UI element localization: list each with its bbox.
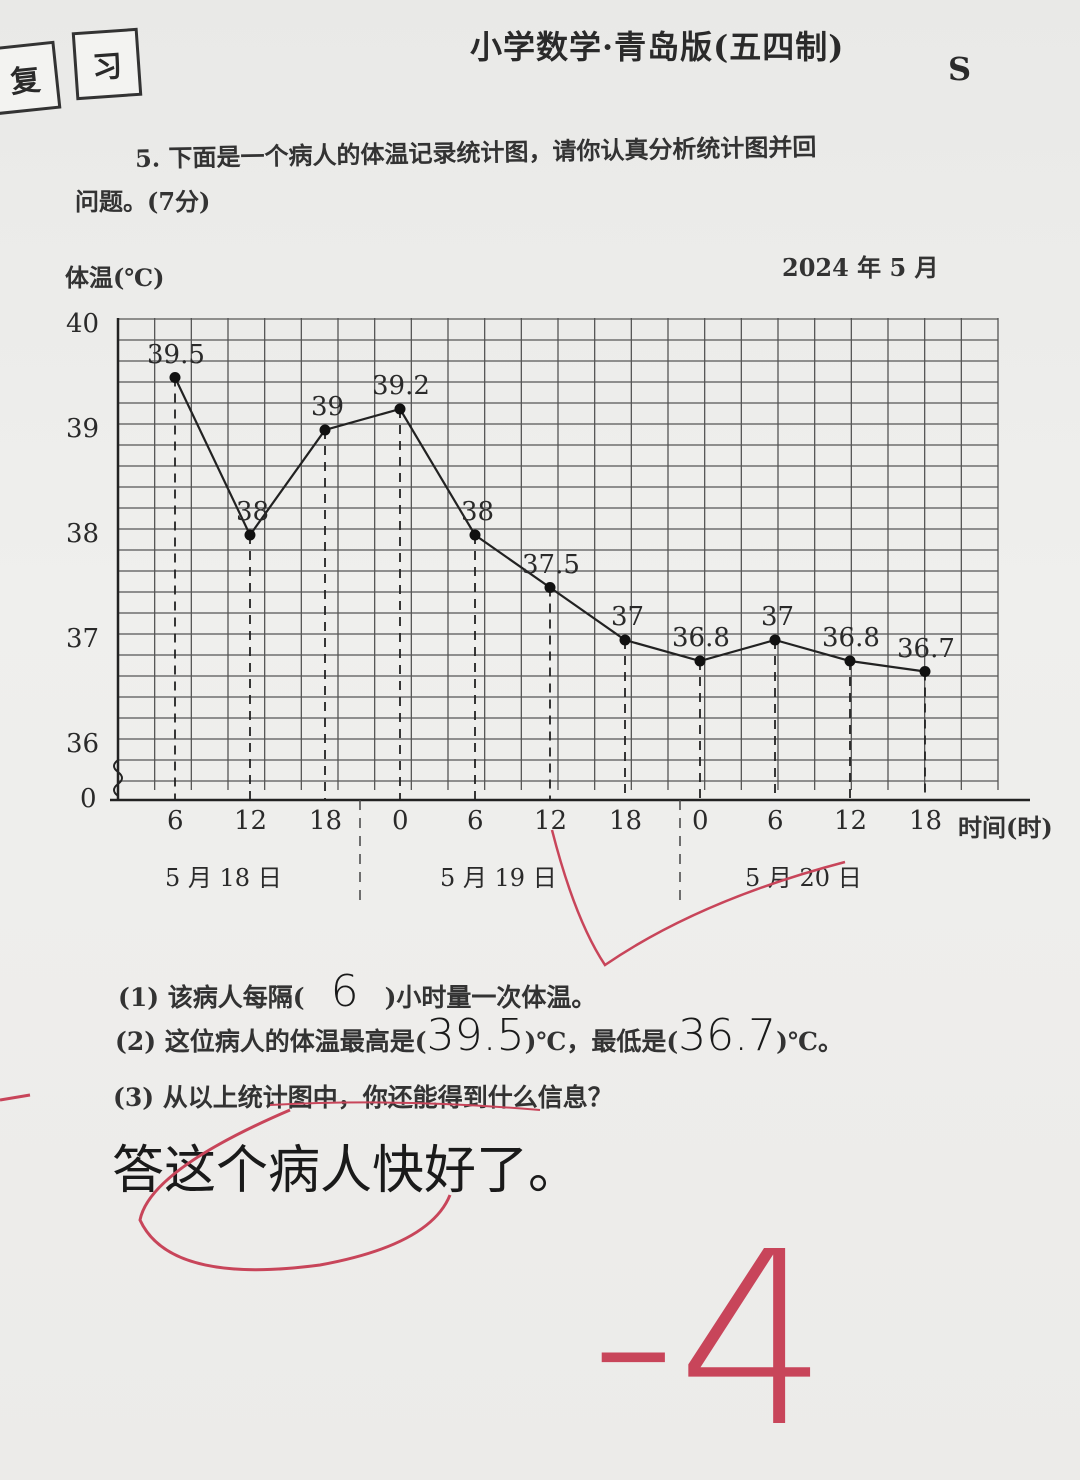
sub-question-1: (1) 该病人每隔( 6 )小时量一次体温。 xyxy=(118,966,596,1017)
data-label: 36.7 xyxy=(897,633,955,664)
x-tick-label: 0 xyxy=(692,806,709,836)
data-label: 37.5 xyxy=(522,549,580,580)
y-tick-label: 36 xyxy=(66,729,100,759)
data-label: 36.8 xyxy=(822,623,880,653)
data-label: 39.2 xyxy=(372,371,430,401)
sub-question-2: (2) 这位病人的体温最高是(39.5)℃，最低是(36.7)℃。 xyxy=(115,1010,843,1061)
y-tick-label: 37 xyxy=(66,624,100,654)
x-tick-label: 12 xyxy=(834,806,868,836)
day-label: 5 月 19 日 xyxy=(440,864,557,892)
x-tick-label: 18 xyxy=(909,806,943,836)
data-point xyxy=(844,655,856,667)
data-label: 38 xyxy=(236,497,270,527)
data-point xyxy=(544,582,556,593)
day-label: 5 月 20 日 xyxy=(745,864,862,892)
x-tick-label: 12 xyxy=(534,806,568,836)
data-label: 36.8 xyxy=(672,623,730,653)
sq1-post: )小时量一次体温。 xyxy=(384,983,597,1012)
day-label: 5 月 18 日 xyxy=(165,864,282,892)
xaxis-unit-label: 时间(时) xyxy=(958,813,1053,842)
data-point xyxy=(619,634,631,646)
y-tick-label: 0 xyxy=(80,784,97,814)
data-label: 39.5 xyxy=(147,339,205,370)
data-label: 39 xyxy=(311,392,345,422)
answer-min-temp: 36.7 xyxy=(678,1010,777,1061)
x-tick-label: 0 xyxy=(392,806,409,836)
grade-mark: -4 xyxy=(590,1200,830,1480)
x-tick-label: 18 xyxy=(309,806,343,836)
axis-break-icon xyxy=(113,759,123,797)
x-tick-label: 12 xyxy=(234,806,268,836)
y-tick-label: 40 xyxy=(66,309,100,339)
sq3-pre: (3) 从以上统计图中，你还能得到什么信息？ xyxy=(113,1083,613,1112)
data-point xyxy=(319,424,331,436)
data-point xyxy=(469,529,481,541)
y-tick-label: 38 xyxy=(66,519,100,549)
data-label: 37 xyxy=(761,602,795,632)
chart-date-note: 2024 年 5 月 xyxy=(782,253,939,282)
sq2-pre: (2) 这位病人的体温最高是( xyxy=(115,1027,427,1056)
sq1-pre: (1) 该病人每隔( xyxy=(118,983,305,1012)
question-line-2: 问题。(7分) xyxy=(75,187,211,216)
student-answer: 答这个病人快好了。 xyxy=(112,1141,581,1201)
x-tick-label: 18 xyxy=(609,806,643,836)
sq2-post: )℃。 xyxy=(776,1027,843,1056)
data-point xyxy=(169,372,181,383)
y-tick-label: 39 xyxy=(66,414,100,444)
data-label: 38 xyxy=(461,497,495,527)
data-point xyxy=(769,634,781,646)
data-label: 37 xyxy=(611,602,645,632)
data-point xyxy=(694,655,706,667)
book-title: 小学数学·青岛版(五四制) xyxy=(470,28,845,66)
data-point xyxy=(919,666,931,677)
answer-max-temp: 39.5 xyxy=(426,1010,525,1061)
sub-question-3: (3) 从以上统计图中，你还能得到什么信息？ xyxy=(113,1078,613,1114)
x-tick-label: 6 xyxy=(467,806,484,836)
sq2-mid: )℃，最低是( xyxy=(524,1027,679,1056)
series-letter: S xyxy=(948,50,973,88)
answer-interval: 6 xyxy=(330,966,359,1017)
data-point xyxy=(244,529,256,541)
y-axis-label: 体温(℃) xyxy=(65,263,165,292)
data-point xyxy=(394,403,406,415)
x-tick-label: 6 xyxy=(167,806,184,836)
x-tick-label: 6 xyxy=(767,806,784,836)
